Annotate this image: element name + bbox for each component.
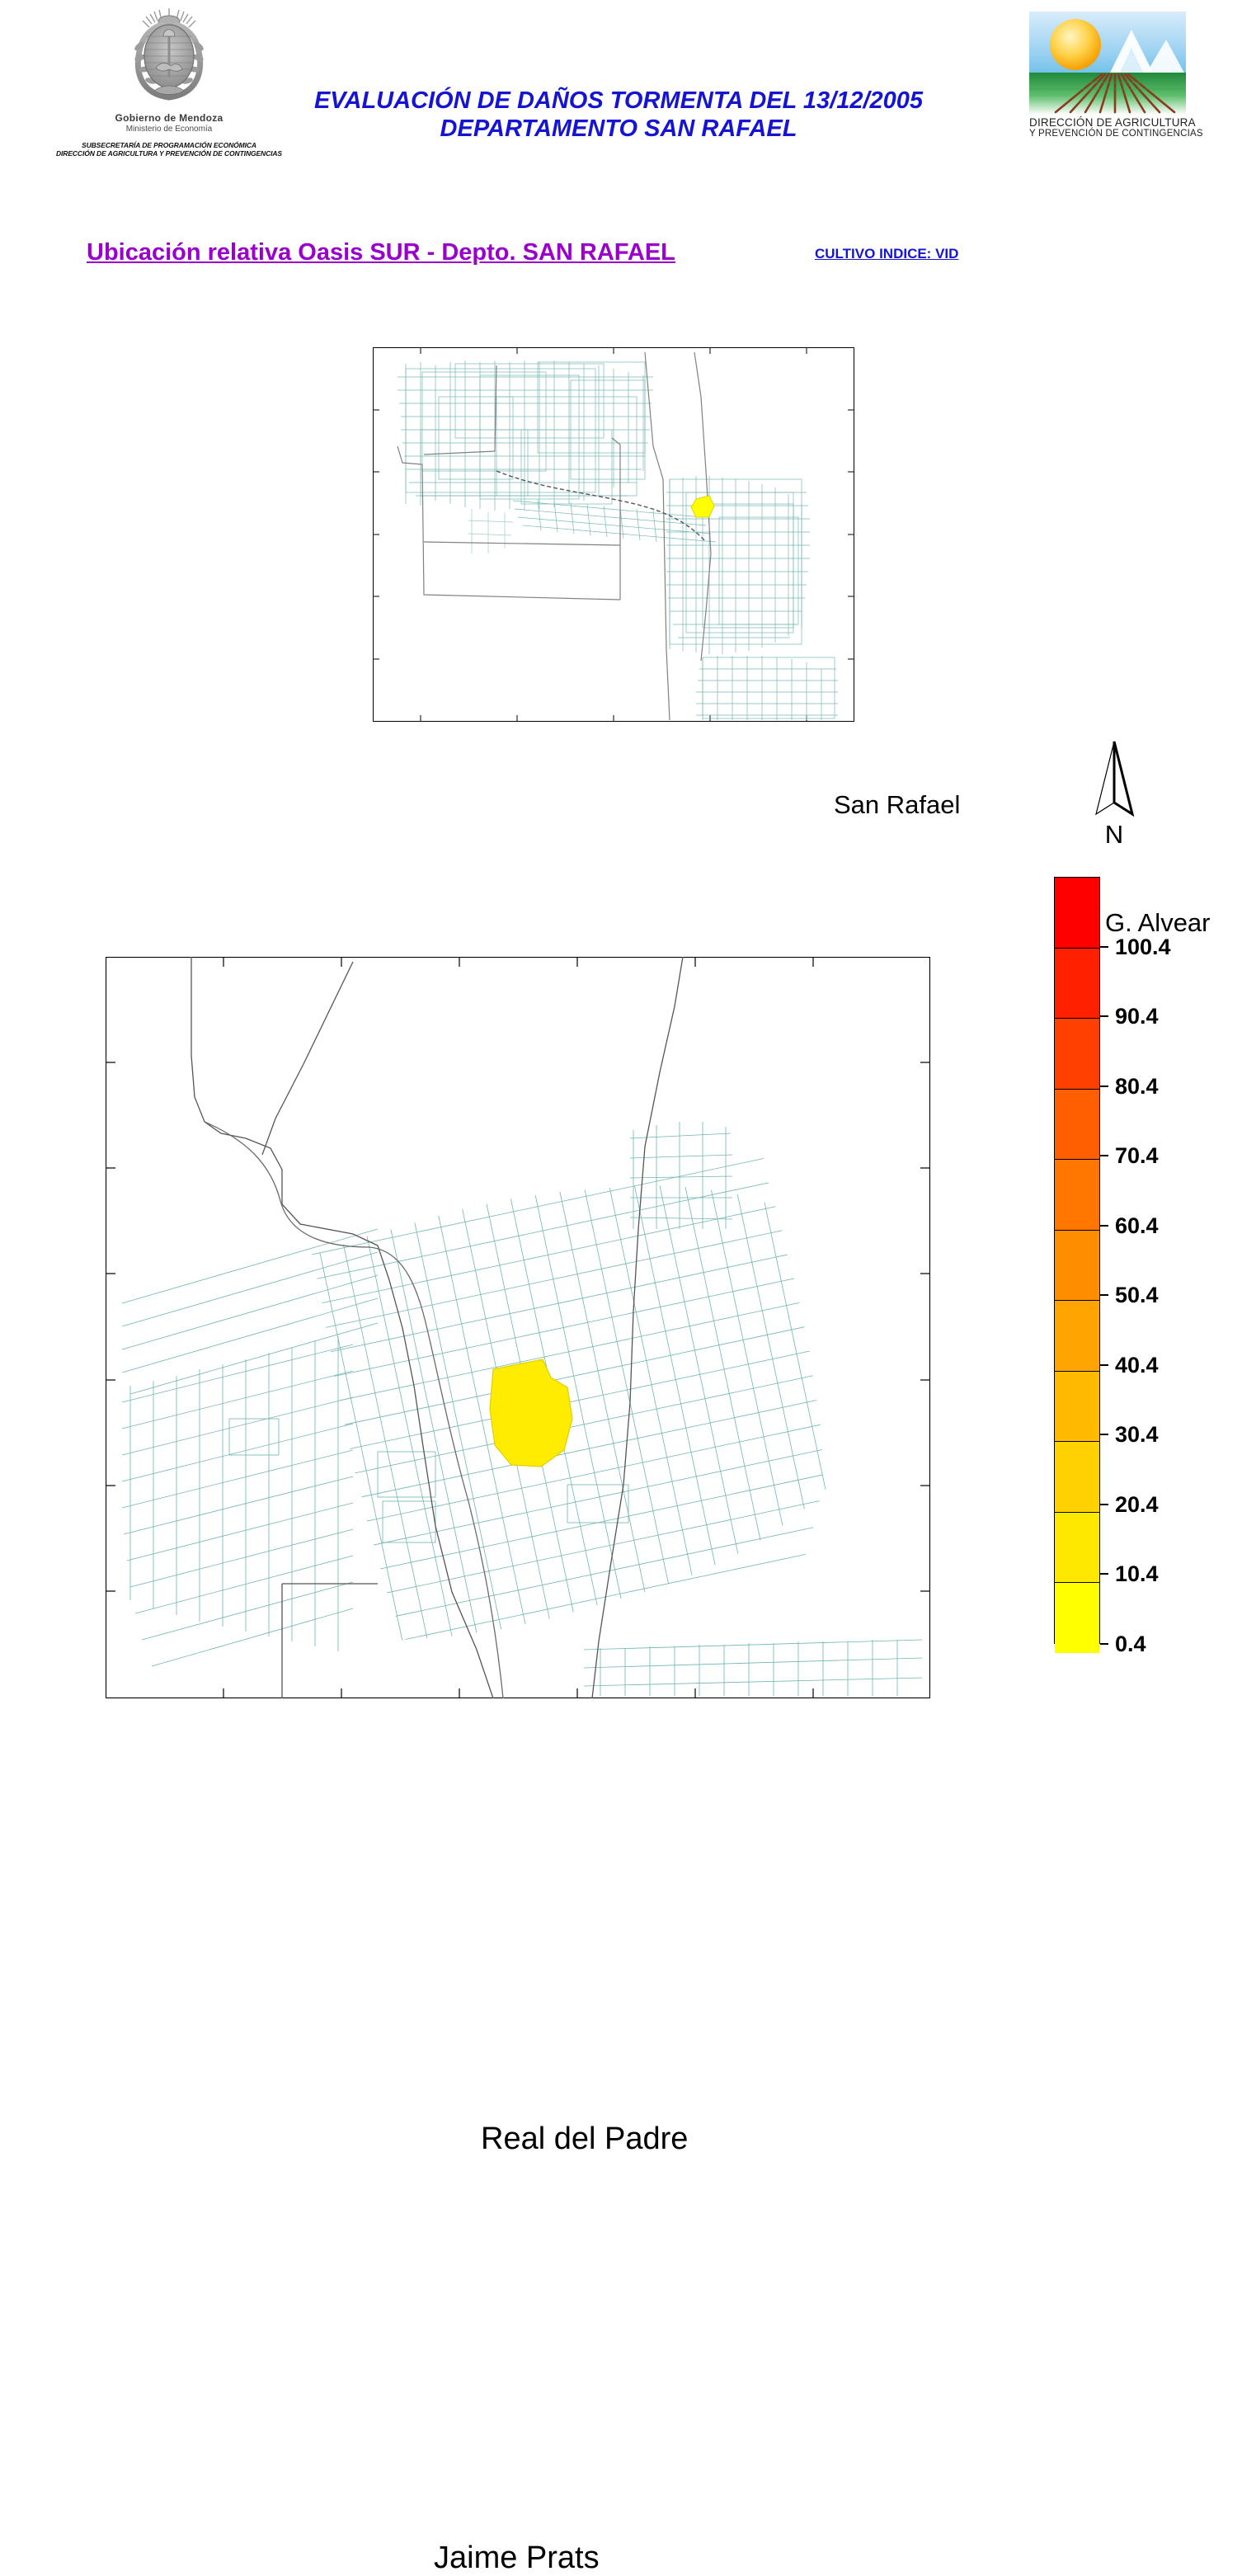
colorbar-tick-label: 90.4 xyxy=(1115,1004,1159,1029)
colorbar-tick-line xyxy=(1100,1643,1108,1645)
colorbar-tick-line xyxy=(1100,1503,1108,1505)
colorbar-band xyxy=(1055,1511,1099,1583)
government-crest-block: Gobierno de Mendoza Ministerio de Econom… xyxy=(49,5,289,158)
sun-mountains-vineyard-logo-icon xyxy=(1029,12,1186,115)
colorbar-ticks: 0.4 10.4 20.4 30.4 40.4 50.4 60.4 70.4 80.4 90.4 1… xyxy=(1100,877,1240,1656)
colorbar-tick-line xyxy=(1100,1155,1108,1157)
subtitle-row: Ubicación relativa Oasis SUR - Depto. SA… xyxy=(0,239,1242,280)
crest-department-line2: DIRECCIÓN DE AGRICULTURA Y PREVENCIÓN DE… xyxy=(55,149,283,158)
colorbar-tick-label: 100.4 xyxy=(1115,934,1171,959)
overview-map-canvas xyxy=(373,347,854,722)
colorbar-band xyxy=(1055,1018,1099,1089)
damage-percent-colorbar: 0.4 10.4 20.4 30.4 40.4 50.4 60.4 70.4 80.4 90.4 1… xyxy=(1054,877,1240,1656)
colorbar-tick-line xyxy=(1100,1294,1108,1297)
colorbar-strip xyxy=(1054,877,1100,1653)
colorbar-tick-label: 0.4 xyxy=(1115,1632,1146,1656)
colorbar-tick-line xyxy=(1100,1573,1108,1575)
colorbar-tick-label: 10.4 xyxy=(1115,1561,1159,1587)
agency-logo-block: DIRECCIÓN DE AGRICULTURA Y PREVENCIÓN DE… xyxy=(1029,12,1227,139)
detail-map-canvas xyxy=(106,957,930,1698)
colorbar-tick-line xyxy=(1100,1015,1108,1018)
colorbar-band xyxy=(1055,1370,1099,1442)
colorbar-tick-label: 80.4 xyxy=(1115,1073,1159,1099)
north-letter: N xyxy=(1104,820,1124,849)
colorbar-tick-line xyxy=(1100,1363,1108,1366)
detail-damage-polygon xyxy=(489,1359,573,1467)
map-label-san-rafael: San Rafael xyxy=(834,790,961,819)
colorbar-band xyxy=(1055,878,1099,948)
colorbar-tick-label: 20.4 xyxy=(1115,1491,1159,1517)
colorbar-tick-line xyxy=(1100,1085,1108,1087)
page-header: Gobierno de Mendoza Ministerio de Econom… xyxy=(0,0,1242,165)
overview-locator-map[interactable]: San Rafael G. Alvear xyxy=(373,347,1211,937)
page-title: EVALUACIÓN DE DAÑOS TORMENTA DEL 13/12/2… xyxy=(247,87,990,143)
colorbar-tick-label: 70.4 xyxy=(1115,1143,1159,1169)
north-arrow-icon xyxy=(1095,741,1135,817)
colorbar-tick-label: 30.4 xyxy=(1115,1422,1159,1448)
north-arrow: N xyxy=(1085,738,1143,854)
colorbar-tick-line xyxy=(1100,1434,1108,1436)
detail-damage-map[interactable]: Real del Padre Jaime Prats xyxy=(106,957,930,2575)
crest-ministry-subtitle: Ministerio de Economía xyxy=(125,125,213,134)
argentina-mendoza-coat-of-arms-icon xyxy=(134,8,204,101)
location-subtitle: Ubicación relativa Oasis SUR - Depto. SA… xyxy=(87,239,675,266)
crest-government-title: Gobierno de Mendoza xyxy=(115,112,223,124)
colorbar-band xyxy=(1055,1582,1099,1653)
colorbar-band xyxy=(1055,1229,1099,1301)
colorbar-band xyxy=(1055,1088,1099,1160)
colorbar-band xyxy=(1055,947,1099,1019)
colorbar-tick-line xyxy=(1100,1224,1108,1227)
agency-name-line2: Y PREVENCIÓN DE CONTINGENCIAS xyxy=(1029,129,1203,139)
colorbar-tick-line xyxy=(1100,945,1108,948)
page-title-line2: DEPARTAMENTO SAN RAFAEL xyxy=(440,115,797,143)
colorbar-tick-label: 50.4 xyxy=(1115,1283,1159,1308)
map-label-jaime-prats: Jaime Prats xyxy=(434,2541,600,2575)
colorbar-tick-label: 60.4 xyxy=(1115,1213,1159,1238)
map-label-real-del-padre: Real del Padre xyxy=(481,2122,689,2156)
colorbar-band xyxy=(1055,1441,1099,1512)
crop-index-label: CULTIVO INDICE: VID xyxy=(815,246,959,261)
overview-damage-polygon xyxy=(690,495,715,518)
colorbar-tick-label: 40.4 xyxy=(1115,1352,1159,1377)
colorbar-band xyxy=(1055,1300,1099,1371)
page-title-line1: EVALUACIÓN DE DAÑOS TORMENTA DEL 13/12/2… xyxy=(313,87,924,114)
crest-department-line1: SUBSECRETARÍA DE PROGRAMACIÓN ECONÓMICA xyxy=(82,141,256,149)
colorbar-band xyxy=(1055,1159,1099,1230)
agency-name-line1: DIRECCIÓN DE AGRICULTURA xyxy=(1029,116,1196,129)
